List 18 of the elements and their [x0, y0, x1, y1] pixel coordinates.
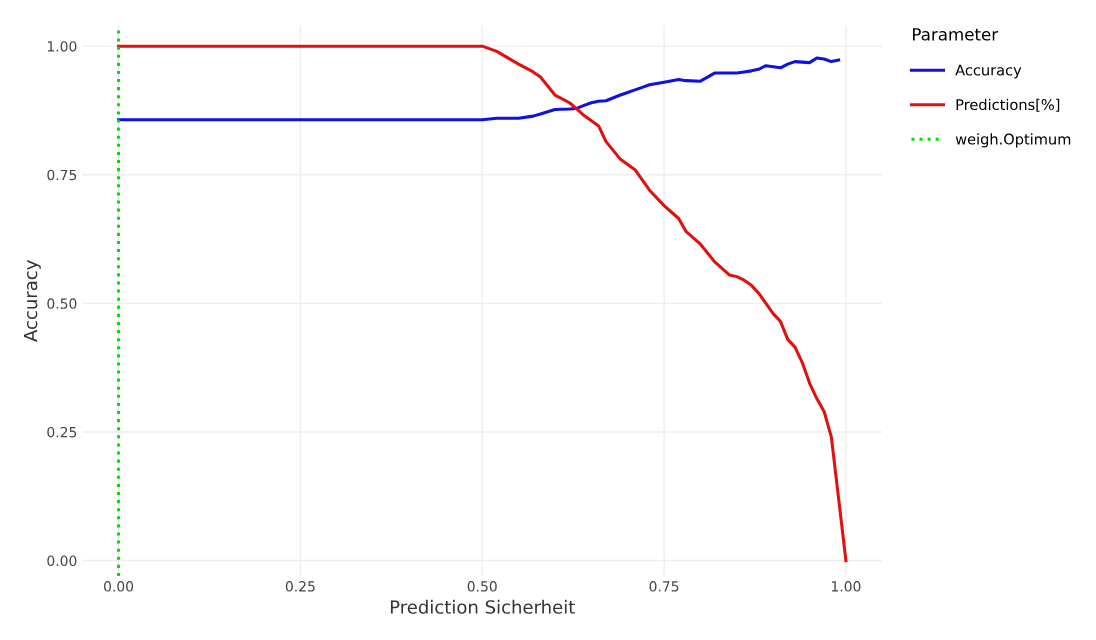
legend-title: Parameter [913, 28, 999, 41]
line-series [117, 56, 841, 122]
y-tick-label: 0.50 [47, 298, 77, 309]
legend-label: Accuracy [955, 64, 1022, 79]
x-tick-label: 0.75 [649, 581, 679, 592]
y-tick-label: 0.00 [47, 555, 77, 567]
x-tick-label: 1.00 [831, 581, 861, 592]
y-tick-label: 0.75 [47, 169, 77, 181]
x-tick-label: 0.00 [104, 581, 134, 592]
x-axis-title: Prediction Sicherheit [390, 599, 575, 614]
line-series [117, 44, 848, 563]
x-tick-label: 0.50 [467, 581, 497, 592]
x-tick-label: 0.25 [285, 581, 315, 592]
y-tick-label: 1.00 [47, 41, 77, 52]
legend-label: Predictions[%] [956, 98, 1060, 112]
y-tick-label: 0.25 [47, 426, 77, 438]
legend-label: weigh.Optimum [955, 133, 1071, 148]
y-axis-title: Accuracy [23, 260, 41, 342]
